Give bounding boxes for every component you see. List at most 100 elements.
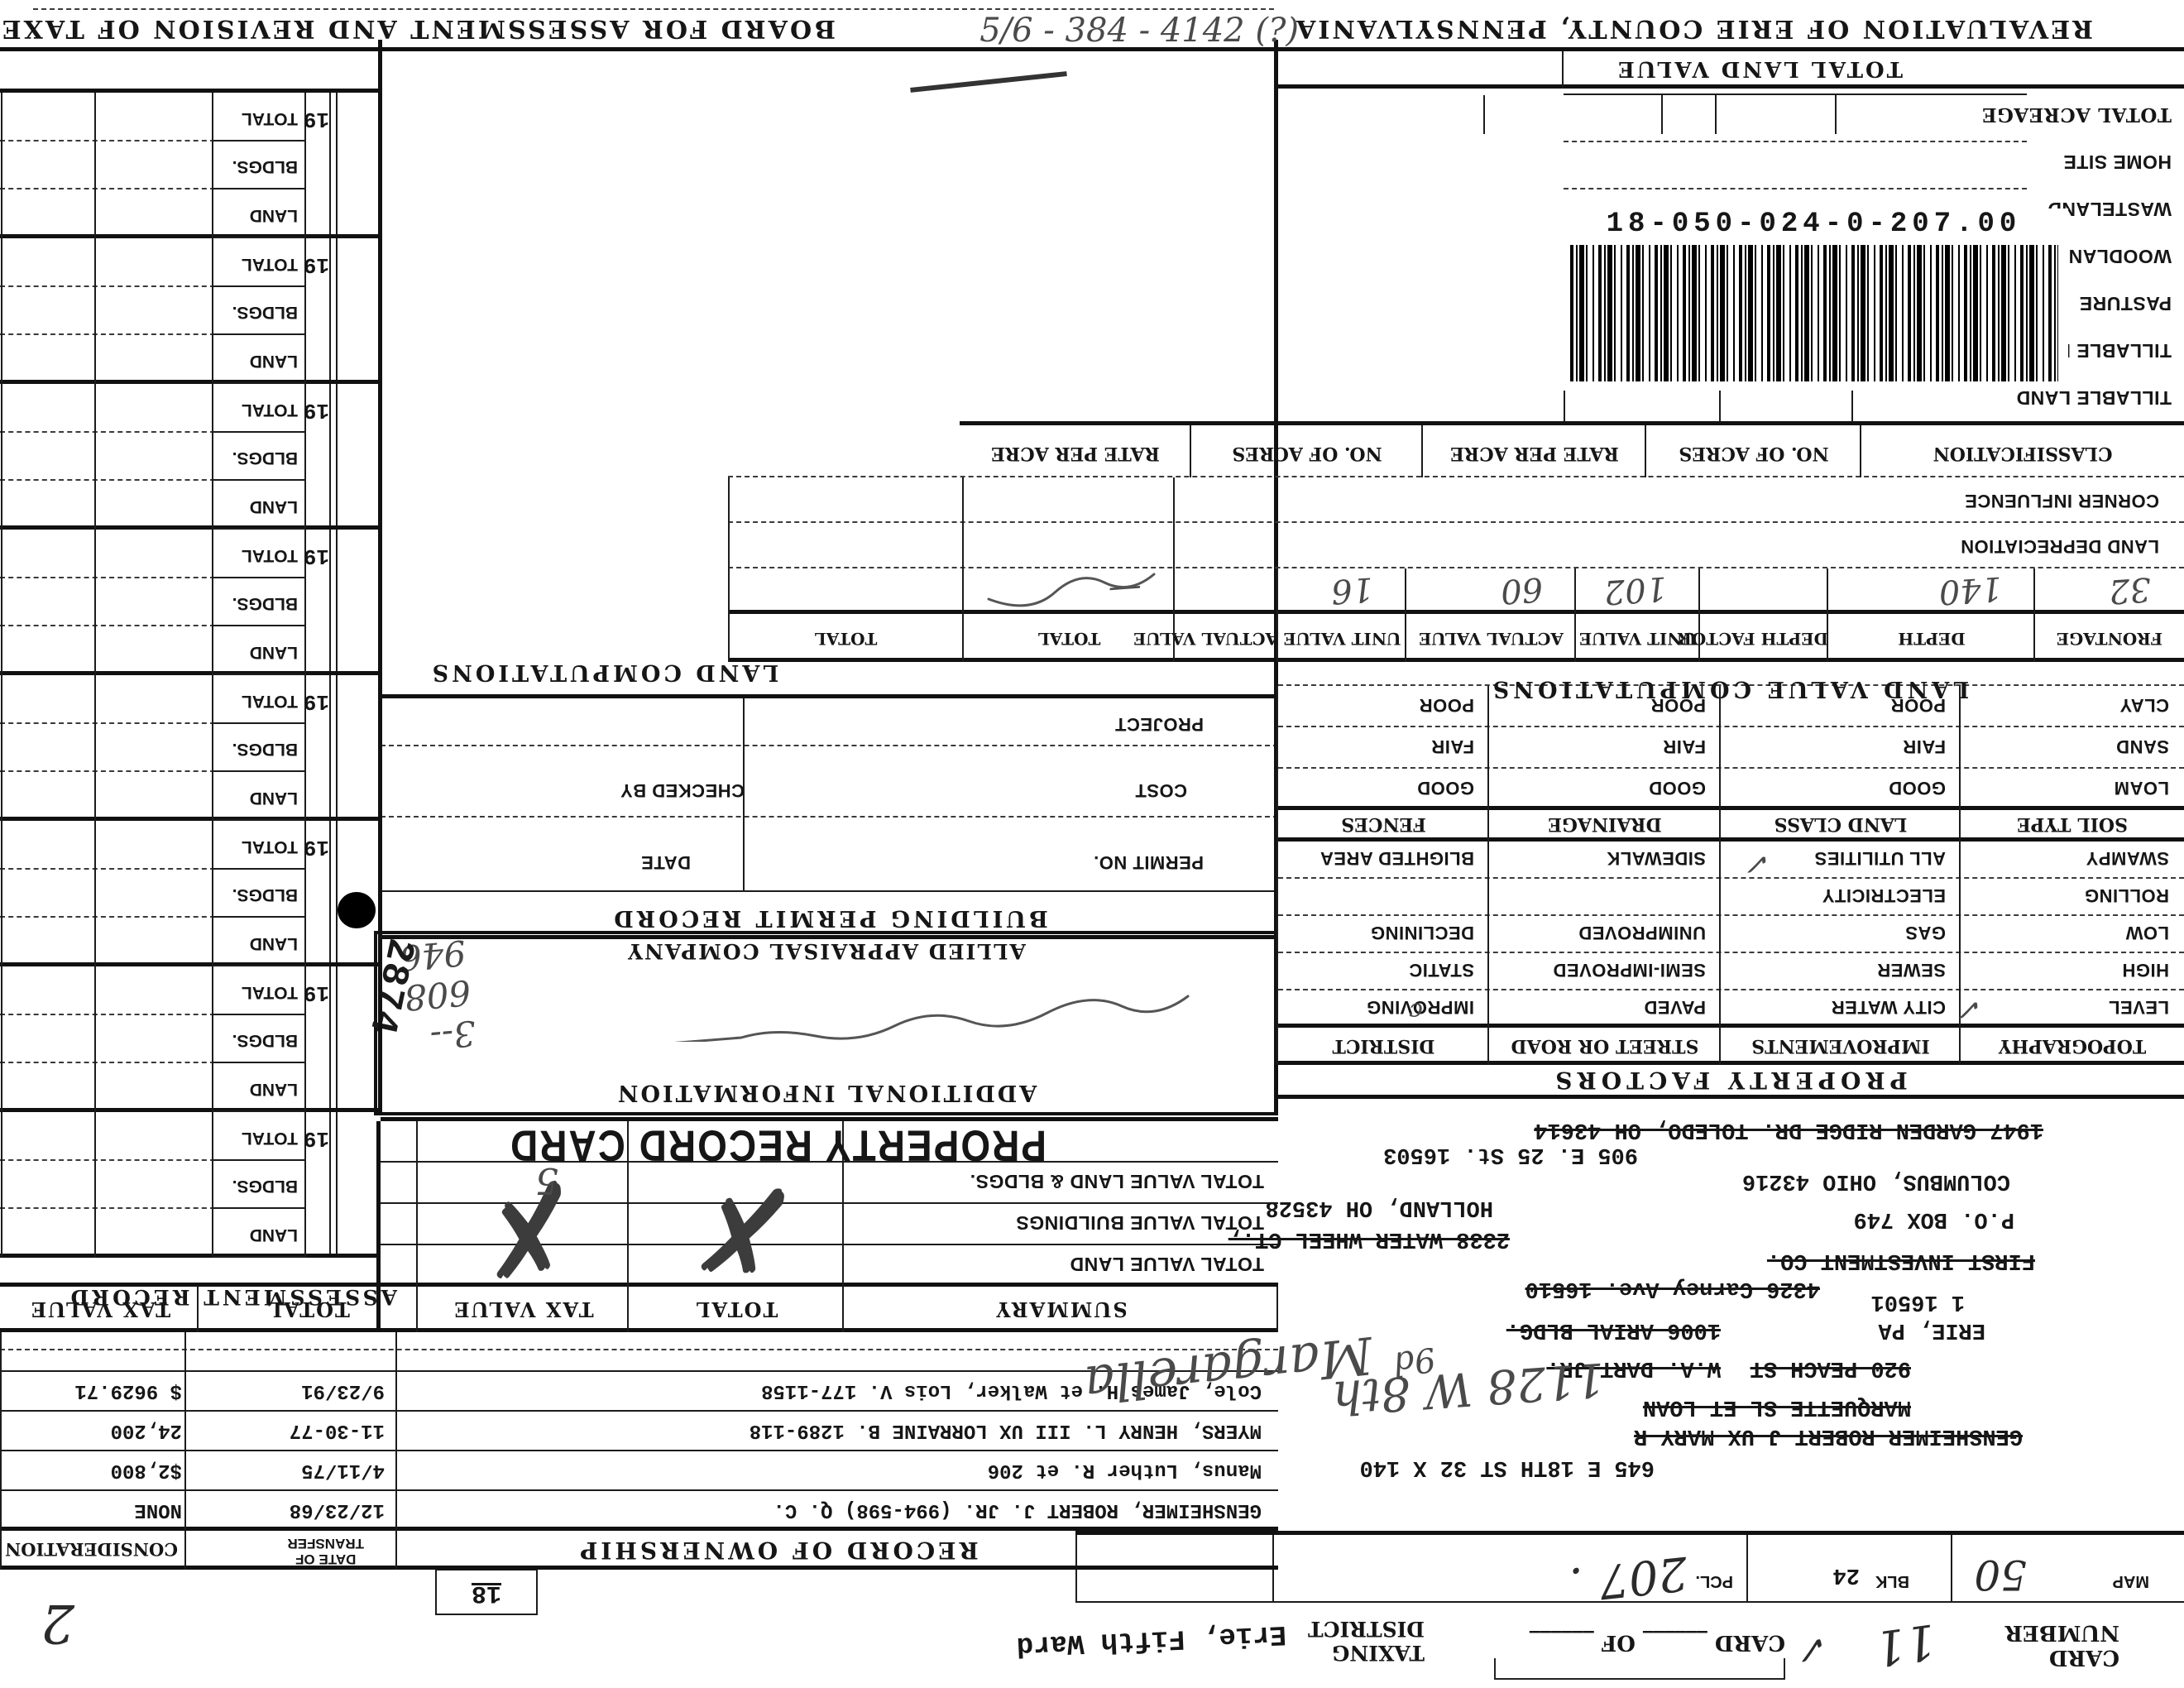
additional-information-title: ADDITIONAL INFORMATION [615, 1080, 1037, 1105]
rule-h [0, 625, 215, 627]
pf-cell: SEWER [1876, 960, 1946, 981]
building-permit-title: BUILDING PERMIT RECORD [611, 905, 1048, 931]
lvc-col-header: DEPTH FACTOR [1678, 629, 1828, 649]
taxing-district-label: TAXING DISTRICT [1307, 1617, 1425, 1665]
rule-v [1698, 614, 1700, 662]
pf-soil-header: SOIL TYPE [2017, 813, 2128, 835]
consideration-value: 24,200 [110, 1419, 182, 1441]
pf-cell: SIDEWALK [1606, 848, 1706, 869]
rule-h [0, 1158, 215, 1161]
assessment-row-label: LAND [249, 352, 298, 371]
pf-soil-cell: GOOD [1648, 778, 1706, 798]
rule-h [728, 476, 2184, 477]
rule-h [1564, 188, 2027, 189]
rule-h [0, 722, 215, 724]
classification-header: NO. OF ACRES [1679, 443, 1829, 464]
rule-h [728, 567, 2184, 568]
rule-h [960, 421, 2184, 425]
lvc-hand-value: 32 [2107, 569, 2153, 611]
rule-h [1278, 84, 2184, 89]
assessment-row-label: BLDGS. [232, 157, 298, 177]
pf-cell: LOW [2125, 923, 2169, 943]
rule-h [1278, 726, 2184, 727]
rule-v [962, 477, 964, 662]
owner-line: 645 E 18TH ST 32 X 140 [1359, 1455, 1655, 1479]
pf-cell: SEMI-IMPROVED [1553, 960, 1706, 981]
rule-h [1564, 94, 2027, 95]
pf-soil-cell: CLAY [2119, 695, 2169, 716]
pf-cell: DECLINING [1370, 923, 1475, 943]
rule-v [1276, 686, 1278, 1065]
hand-number: 3-- [428, 1012, 478, 1057]
rule-h [0, 576, 215, 578]
pf-soil-cell: LOAM [2114, 778, 2169, 798]
rule-h [0, 1566, 1278, 1570]
transfer-date: 4/11/75 [301, 1459, 385, 1481]
transfer-date: 12/23/68 [289, 1499, 385, 1521]
page-title: PROPERTY RECORD CARD [509, 1121, 1046, 1171]
rule-v [329, 93, 331, 1258]
pf-cell: HIGH [2122, 960, 2169, 981]
assessment-year: 19 [303, 252, 329, 277]
owner-line: P.O. BOX 749 [1853, 1206, 2014, 1231]
pf-cell: SWAMPY [2086, 848, 2169, 869]
rule-h [381, 816, 1278, 818]
consideration-header: CONSIDERATION [5, 1539, 178, 1560]
consideration-value: NONE [134, 1499, 182, 1521]
assessment-record-title: ASSESSMENT RECORD [67, 1285, 397, 1309]
assessment-row-label: LAND [249, 643, 298, 662]
assessment-row-label: LAND [249, 789, 298, 808]
rule-h [381, 694, 1278, 698]
rule-v [1719, 686, 1721, 1065]
land-computations-title: LAND COMPUTATIONS [429, 659, 779, 685]
blk-label: BLK [1875, 1572, 1909, 1590]
classification-header: RATE PER ACRE [1450, 443, 1619, 464]
card-number-value: 11 [1870, 1613, 1940, 1677]
rule-v [743, 698, 745, 892]
assessment-row-label: TOTAL [241, 1128, 298, 1148]
summary-row-label: TOTAL VALUE LAND & BLDGS. [970, 1171, 1264, 1192]
rule-v [416, 1121, 418, 1287]
pencil-scribble [657, 995, 1190, 1042]
checked-by-label: CHECKED BY [620, 780, 745, 801]
map-value: 50 [1974, 1551, 2027, 1599]
lvc-col-header: UNIT VALUE [1283, 629, 1401, 649]
revaluation-title: REVALUATION OF ERIE COUNTY, PENNSYLVANIA [1294, 14, 2093, 43]
permit-no-label: PERMIT NO. [1093, 852, 1204, 873]
rule-h [1278, 806, 2184, 810]
rule-v [2033, 568, 2035, 614]
transfer-date: 9/23/91 [301, 1379, 385, 1402]
card-number-label: CARD NUMBER [2004, 1620, 2119, 1670]
pf-cell: PAVED [1643, 997, 1706, 1018]
rule-v [2033, 614, 2035, 662]
rule-h [0, 285, 215, 287]
date-label: DATE [640, 852, 691, 873]
land-value-computations-title: LAND VALUE COMPUTATIONS [1488, 676, 1970, 702]
acreage-row-label: TOTAL ACREAGE [1981, 103, 2172, 126]
rule-v [1276, 568, 1278, 614]
pf-cell: GAS [1904, 923, 1946, 943]
rule-h [0, 89, 213, 93]
rule-v [1190, 425, 1191, 477]
rule-h [0, 380, 213, 384]
pf-col-header: STREET OR ROAD [1511, 1035, 1699, 1057]
rule-h [0, 1527, 1278, 1531]
summary-row-label: TOTAL VALUE BUILDINGS [1015, 1212, 1264, 1234]
rule-v [1, 93, 2, 1258]
pf-soil-header: FENCES [1341, 813, 1426, 835]
rule-h [728, 610, 2184, 614]
property-factors-title: PROPERTY FACTORS [1550, 1067, 1908, 1094]
assessment-year: 19 [303, 834, 329, 860]
transfer-date: 11-30-77 [289, 1419, 385, 1441]
assessment-row-label: BLDGS. [232, 1031, 298, 1051]
assessment-row-label: BLDGS. [232, 740, 298, 760]
rule-h [0, 479, 215, 482]
rule-h [0, 770, 215, 773]
rule-h [0, 962, 213, 966]
pf-soil-cell: GOOD [1888, 778, 1946, 798]
rule-h [0, 671, 213, 675]
owner-name: GENSHEIMER, ROBERT J. JR. (994-598) Q. C… [773, 1499, 1262, 1521]
box-18: 18 [435, 1569, 538, 1615]
rule-v [1405, 614, 1406, 662]
